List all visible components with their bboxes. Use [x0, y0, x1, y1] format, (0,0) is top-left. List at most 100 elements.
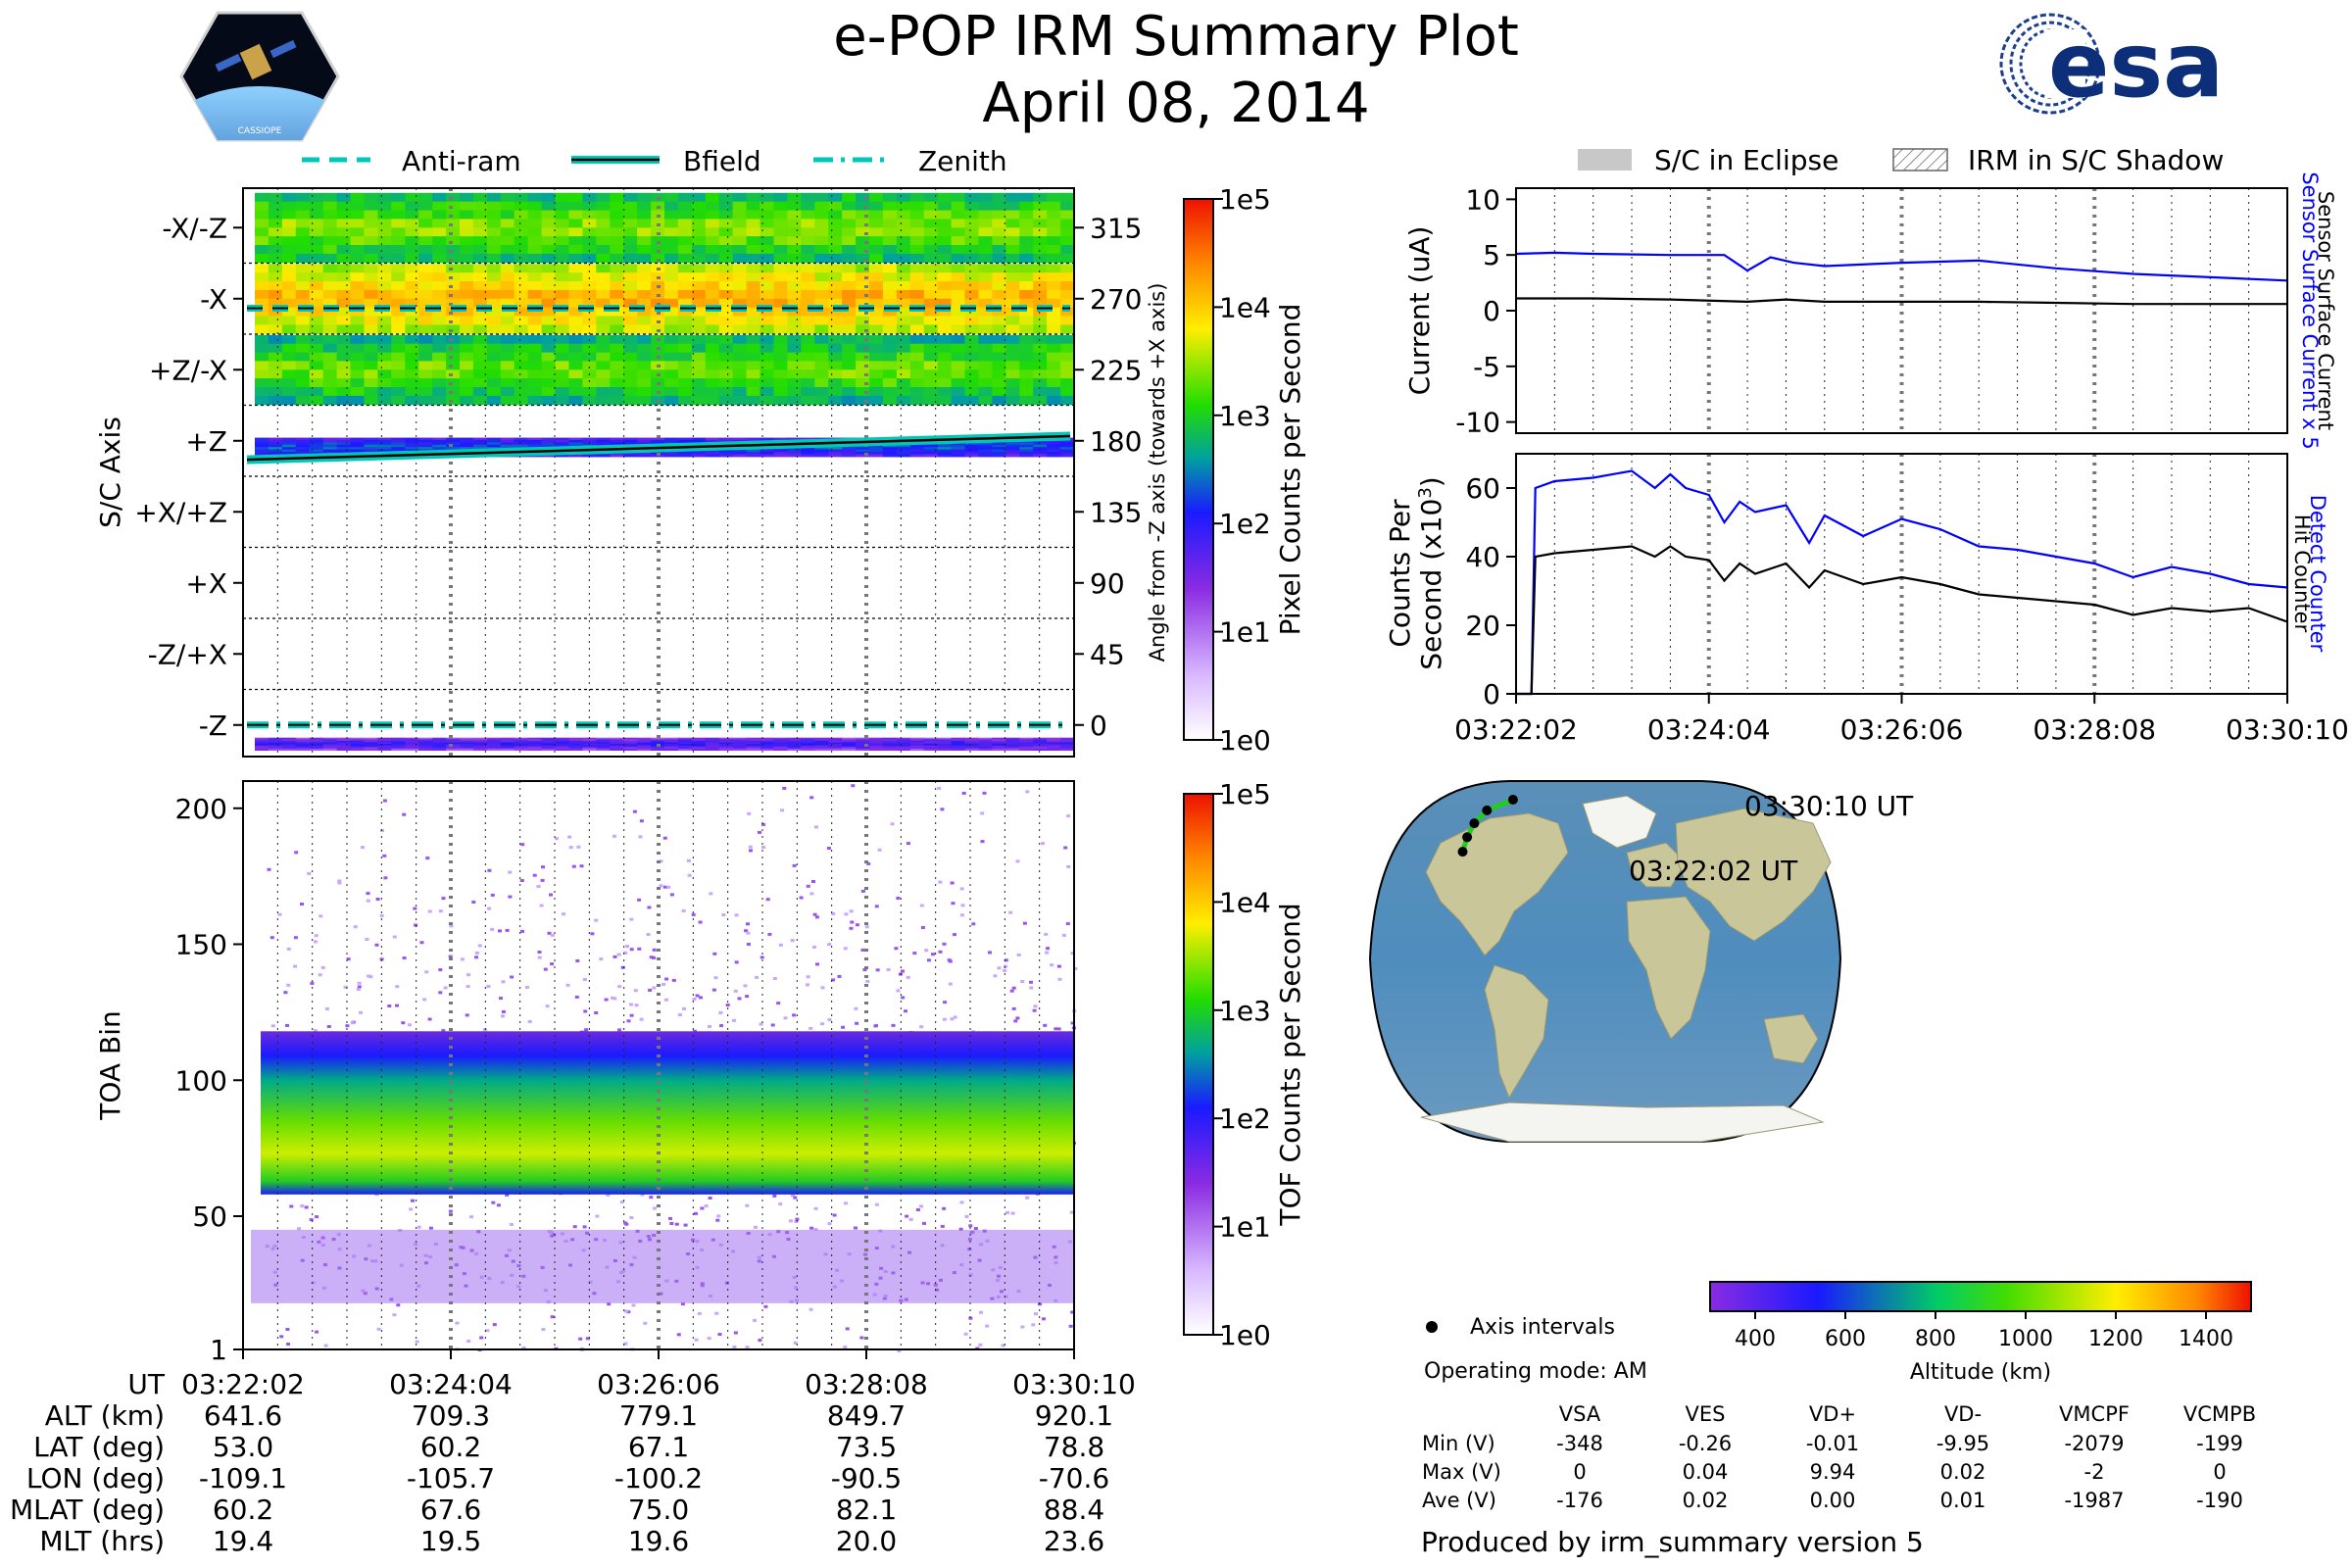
axis-heat-cell: [460, 442, 474, 446]
axis-heat-cell: [787, 264, 802, 273]
axis-heat-cell: [309, 210, 324, 220]
axis-heat-cell: [828, 747, 843, 750]
axis-heat-cell: [882, 307, 898, 317]
axis-heat-cell: [896, 369, 911, 379]
axis-heat-cell: [500, 343, 515, 354]
axis-heat-cell: [295, 745, 311, 748]
axis-heat-cell: [773, 740, 788, 743]
toa-speckle: [631, 1303, 636, 1307]
axis-heat-cell: [978, 192, 993, 203]
axis-heat-cell: [623, 395, 638, 406]
axis-heat-cell: [1060, 387, 1075, 397]
axis-heat-cell: [964, 444, 979, 448]
axis-heat-cell: [377, 219, 392, 228]
axis-heat-cell: [1005, 343, 1020, 354]
axis-heat-cell: [923, 281, 939, 291]
axis-heat-cell: [268, 742, 283, 745]
toa-speckle: [427, 1017, 432, 1021]
axis-heat-cell: [869, 272, 884, 282]
axis-heat-cell: [364, 298, 378, 309]
axis-heat-cell: [541, 748, 556, 751]
axis-heat-cell: [923, 334, 939, 345]
axis-heat-cell: [978, 744, 993, 747]
axis-heat-cell: [937, 307, 953, 317]
axis-heat-cell: [555, 264, 569, 273]
axis-heat-cell: [309, 352, 324, 362]
axis-heat-cell: [828, 395, 843, 406]
axis-heat-cell: [460, 192, 474, 203]
axis-heat-cell: [623, 740, 638, 743]
axis-heat-cell: [446, 343, 461, 354]
voltage-col-header: VD+: [1809, 1402, 1856, 1426]
axis-heat-cell: [486, 343, 502, 354]
axis-heat-cell: [1047, 748, 1061, 751]
axis-heat-cell: [637, 201, 652, 212]
axis-heat-cell: [705, 742, 720, 745]
axis-heat-cell: [486, 437, 502, 441]
axis-heat-cell: [309, 236, 324, 246]
axis-heat-cell: [309, 192, 324, 203]
axis-heat-cell: [882, 264, 898, 273]
tof-colorbar-label: TOF Counts per Second: [1274, 903, 1306, 1226]
axis-heat-cell: [937, 378, 953, 388]
axis-heat-cell: [773, 748, 788, 751]
toa-speckle: [1073, 966, 1078, 970]
toa-speckle: [961, 791, 966, 795]
toa-speckle: [527, 1020, 532, 1023]
toa-speckle: [763, 1304, 768, 1308]
toa-speckle: [831, 911, 836, 915]
axis-heat-cell: [951, 742, 965, 745]
toa-speckle: [612, 997, 617, 1001]
axis-heat-cell: [951, 289, 965, 300]
axis-heat-cell: [623, 352, 638, 362]
axis-heat-cell: [718, 395, 734, 406]
toa-speckle: [1054, 1027, 1058, 1031]
axis-heat-cell: [295, 253, 311, 264]
axis-heat-cell: [1047, 747, 1061, 750]
toa-speckle: [708, 1025, 711, 1028]
axis-heat-cell: [336, 742, 351, 745]
axis-heat-cell: [350, 289, 365, 300]
axis-heat-cell: [527, 378, 543, 388]
toa-speckle: [704, 1204, 709, 1208]
axis-heat-cell: [568, 253, 583, 264]
toa-speckle: [708, 1197, 712, 1200]
axis-heat-cell: [405, 281, 419, 291]
axis-heat-cell: [460, 745, 474, 748]
axis-heat-cell: [732, 454, 748, 458]
axis-heat-cell: [992, 444, 1006, 448]
axis-heat-cell: [664, 452, 679, 455]
axis-heat-cell: [514, 387, 529, 397]
ephemeris-cell: 78.8: [1044, 1431, 1104, 1463]
axis-heat-cell: [391, 447, 406, 451]
axis-heat-cell: [514, 219, 529, 228]
ephemeris-cell: -109.1: [199, 1462, 287, 1494]
toa-speckle: [806, 983, 809, 987]
axis-heat-cell: [1019, 272, 1034, 282]
axis-heat-cell: [773, 227, 788, 237]
toa-speckle: [466, 985, 470, 989]
axis-heat-cell: [869, 747, 884, 750]
toa-speckle: [438, 909, 443, 913]
axis-heat-cell: [856, 742, 870, 745]
axis-heat-cell: [773, 352, 788, 362]
axis-heat-cell: [596, 740, 611, 743]
axis-heat-cell: [773, 245, 788, 255]
axis-heat-cell: [882, 272, 898, 282]
toa-speckle: [808, 1307, 813, 1311]
toa-speckle: [1034, 1312, 1038, 1316]
axis-heat-cell: [842, 454, 857, 458]
axis-heat-cell: [268, 387, 283, 397]
axis-heat-cell: [391, 369, 406, 379]
axis-heat-cell: [937, 361, 953, 370]
axis-heat-cell: [978, 447, 993, 451]
axis-heat-cell: [596, 210, 611, 220]
axis-heat-cell: [718, 454, 734, 458]
axis-heat-cell: [295, 444, 311, 448]
axis-heat-cell: [268, 744, 283, 747]
axis-heat-cell: [514, 742, 529, 745]
axis-heat-cell: [718, 201, 734, 212]
axis-heat-cell: [527, 745, 543, 748]
axis-heat-cell: [364, 192, 378, 203]
